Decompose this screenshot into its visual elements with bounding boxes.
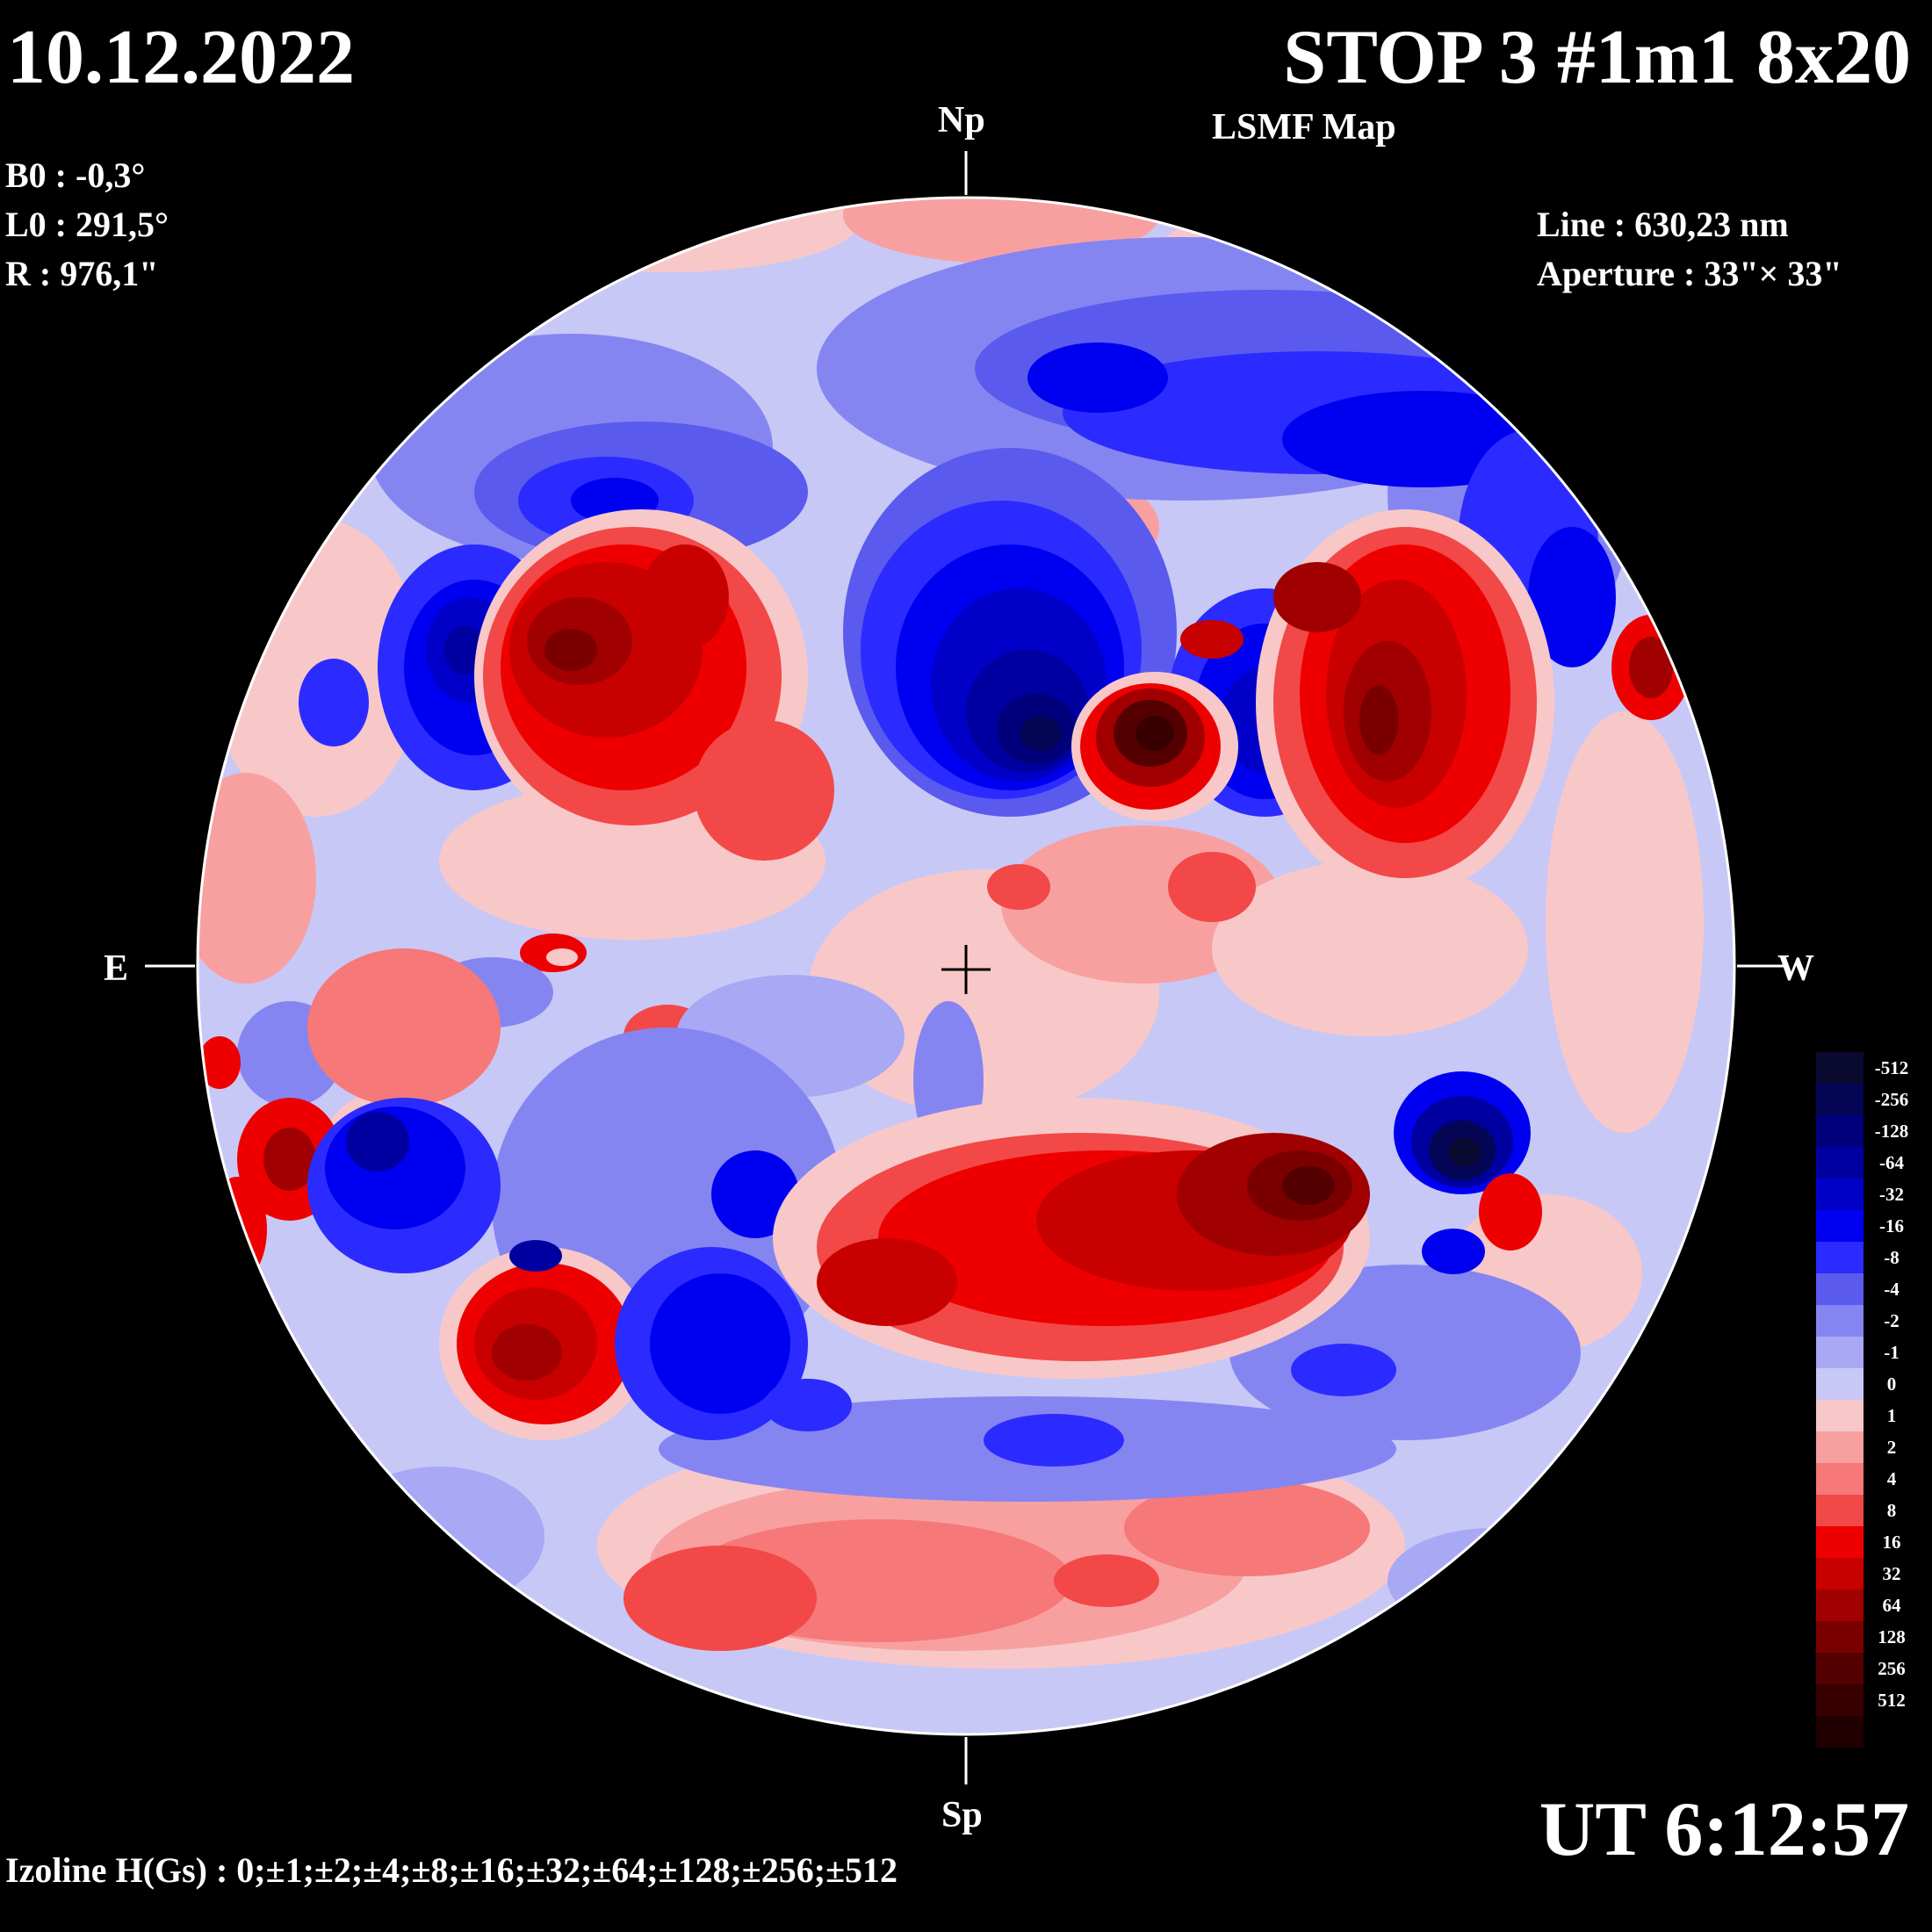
colorbar-swatch (1816, 1179, 1864, 1210)
colorbar-swatch (1816, 1463, 1864, 1495)
colorbar-swatch (1816, 1368, 1864, 1400)
colorbar-swatch (1816, 1590, 1864, 1621)
colorbar-level: 0 (1816, 1368, 1920, 1400)
colorbar-level: 128 (1816, 1621, 1920, 1653)
izoline-legend: Izoline H(Gs) : 0;±1;±2;±4;±8;±16;±32;±6… (5, 1850, 898, 1890)
b0-readout: B0 : -0,3° (5, 155, 146, 195)
colorbar-label: -16 (1879, 1215, 1904, 1236)
colorbar-swatch (1816, 1210, 1864, 1242)
colorbar-level: -256 (1816, 1084, 1920, 1115)
radius-readout: R : 976,1" (5, 254, 159, 293)
colorbar-level: -32 (1816, 1179, 1920, 1210)
colorbar-swatch (1816, 1684, 1864, 1716)
universal-time: UT 6:12:57 (1539, 1787, 1909, 1872)
colorbar-level: -1 (1816, 1337, 1920, 1368)
east-label: E (104, 948, 129, 989)
colorbar-label: 128 (1878, 1626, 1906, 1647)
colorbar-swatch (1816, 1431, 1864, 1463)
colorbar-level: 16 (1816, 1526, 1920, 1558)
colorbar-swatch (1816, 1115, 1864, 1147)
south-west-negative-spot (1383, 1063, 1542, 1274)
colorbar-swatch (1816, 1558, 1864, 1590)
north-central-positive-spot (1071, 620, 1244, 821)
east-south-negative (307, 1098, 501, 1273)
colorbar-level: 8 (1816, 1495, 1920, 1526)
colorbar-level: -512 (1816, 1052, 1920, 1084)
aperture-readout: Aperture : 33"× 33" (1537, 254, 1842, 293)
colorbar-swatch (1816, 1716, 1864, 1748)
colorbar-label: -8 (1884, 1247, 1900, 1268)
observation-date: 10.12.2022 (7, 15, 355, 100)
colorbar-swatch (1816, 1495, 1864, 1526)
south-east-positive (439, 1247, 650, 1440)
colorbar-label: 0 (1886, 1373, 1897, 1395)
colorbar-label: 16 (1882, 1532, 1901, 1553)
colorbar-swatch (1816, 1305, 1864, 1337)
colorbar-label: -4 (1884, 1279, 1900, 1300)
solar-limb (196, 196, 1736, 1736)
colorbar-label: -1 (1884, 1342, 1900, 1363)
colorbar-label: 8 (1886, 1500, 1897, 1521)
colorbar-swatch (1816, 1273, 1864, 1305)
west-label: W (1777, 948, 1814, 989)
colorbar-label: 256 (1878, 1658, 1906, 1679)
colorbar-level: 32 (1816, 1558, 1920, 1590)
colorbar-label: -32 (1879, 1184, 1904, 1205)
spectral-line-readout: Line : 630,23 nm (1537, 205, 1789, 244)
colorbar-label: 1 (1886, 1405, 1897, 1426)
colorbar-label: 32 (1882, 1563, 1901, 1584)
colorbar-level: 64 (1816, 1590, 1920, 1621)
colorbar-label: 64 (1882, 1595, 1901, 1616)
colorbar-level: 4 (1816, 1463, 1920, 1495)
north-west-positive (1256, 509, 1690, 896)
colorbar-swatch (1816, 1400, 1864, 1431)
south-pole-label: Sp (941, 1795, 983, 1835)
colorbar-label: 512 (1878, 1690, 1906, 1711)
colorbar-swatch (1816, 1147, 1864, 1179)
colorbar-level: 2 (1816, 1431, 1920, 1463)
colorbar-label: 4 (1886, 1468, 1897, 1489)
south-polar-negative (764, 1344, 1396, 1467)
center-crosshair (941, 945, 991, 994)
map-title: STOP 3 #1m1 8x20 (1283, 15, 1911, 100)
colorbar-label: -512 (1874, 1057, 1909, 1078)
north-east-positive (474, 509, 834, 861)
colorbar-level (1816, 1716, 1920, 1748)
colorbar-label: 2 (1886, 1437, 1897, 1458)
solar-disk (198, 198, 1734, 1734)
colorbar-swatch (1816, 1052, 1864, 1084)
colorbar-label: -128 (1874, 1121, 1909, 1142)
colorbar-level: -8 (1816, 1242, 1920, 1273)
field-strength-colorbar: -512 -256 -128 -64 -32 -16 -8 -4 -2 -1 0 1 2 4 8 16 32 64… (1816, 1052, 1920, 1755)
l0-readout: L0 : 291,5° (5, 205, 169, 244)
colorbar-label: -64 (1879, 1152, 1904, 1173)
colorbar-level: -2 (1816, 1305, 1920, 1337)
colorbar-level: -16 (1816, 1210, 1920, 1242)
colorbar-swatch (1816, 1242, 1864, 1273)
colorbar-label (1865, 1716, 1918, 1748)
colorbar-level: 512 (1816, 1684, 1920, 1716)
colorbar-level: 256 (1816, 1653, 1920, 1684)
north-pole-label: Np (938, 100, 985, 141)
colorbar-level: -4 (1816, 1273, 1920, 1305)
colorbar-level: -128 (1816, 1115, 1920, 1147)
colorbar-swatch (1816, 1621, 1864, 1653)
colorbar-swatch (1816, 1337, 1864, 1368)
colorbar-swatch (1816, 1653, 1864, 1684)
colorbar-label: -256 (1874, 1089, 1909, 1110)
colorbar-swatch (1816, 1526, 1864, 1558)
orientation-ticks (145, 151, 1788, 1784)
colorbar-level: 1 (1816, 1400, 1920, 1431)
south-east-negative (509, 1150, 808, 1440)
north-negative-band (474, 290, 1616, 667)
map-subtitle: LSMF Map (1212, 107, 1396, 148)
colorbar-level: -64 (1816, 1147, 1920, 1179)
colorbar-swatch (1816, 1084, 1864, 1115)
south-central-positive (773, 1098, 1370, 1379)
colorbar-label: -2 (1884, 1310, 1900, 1331)
